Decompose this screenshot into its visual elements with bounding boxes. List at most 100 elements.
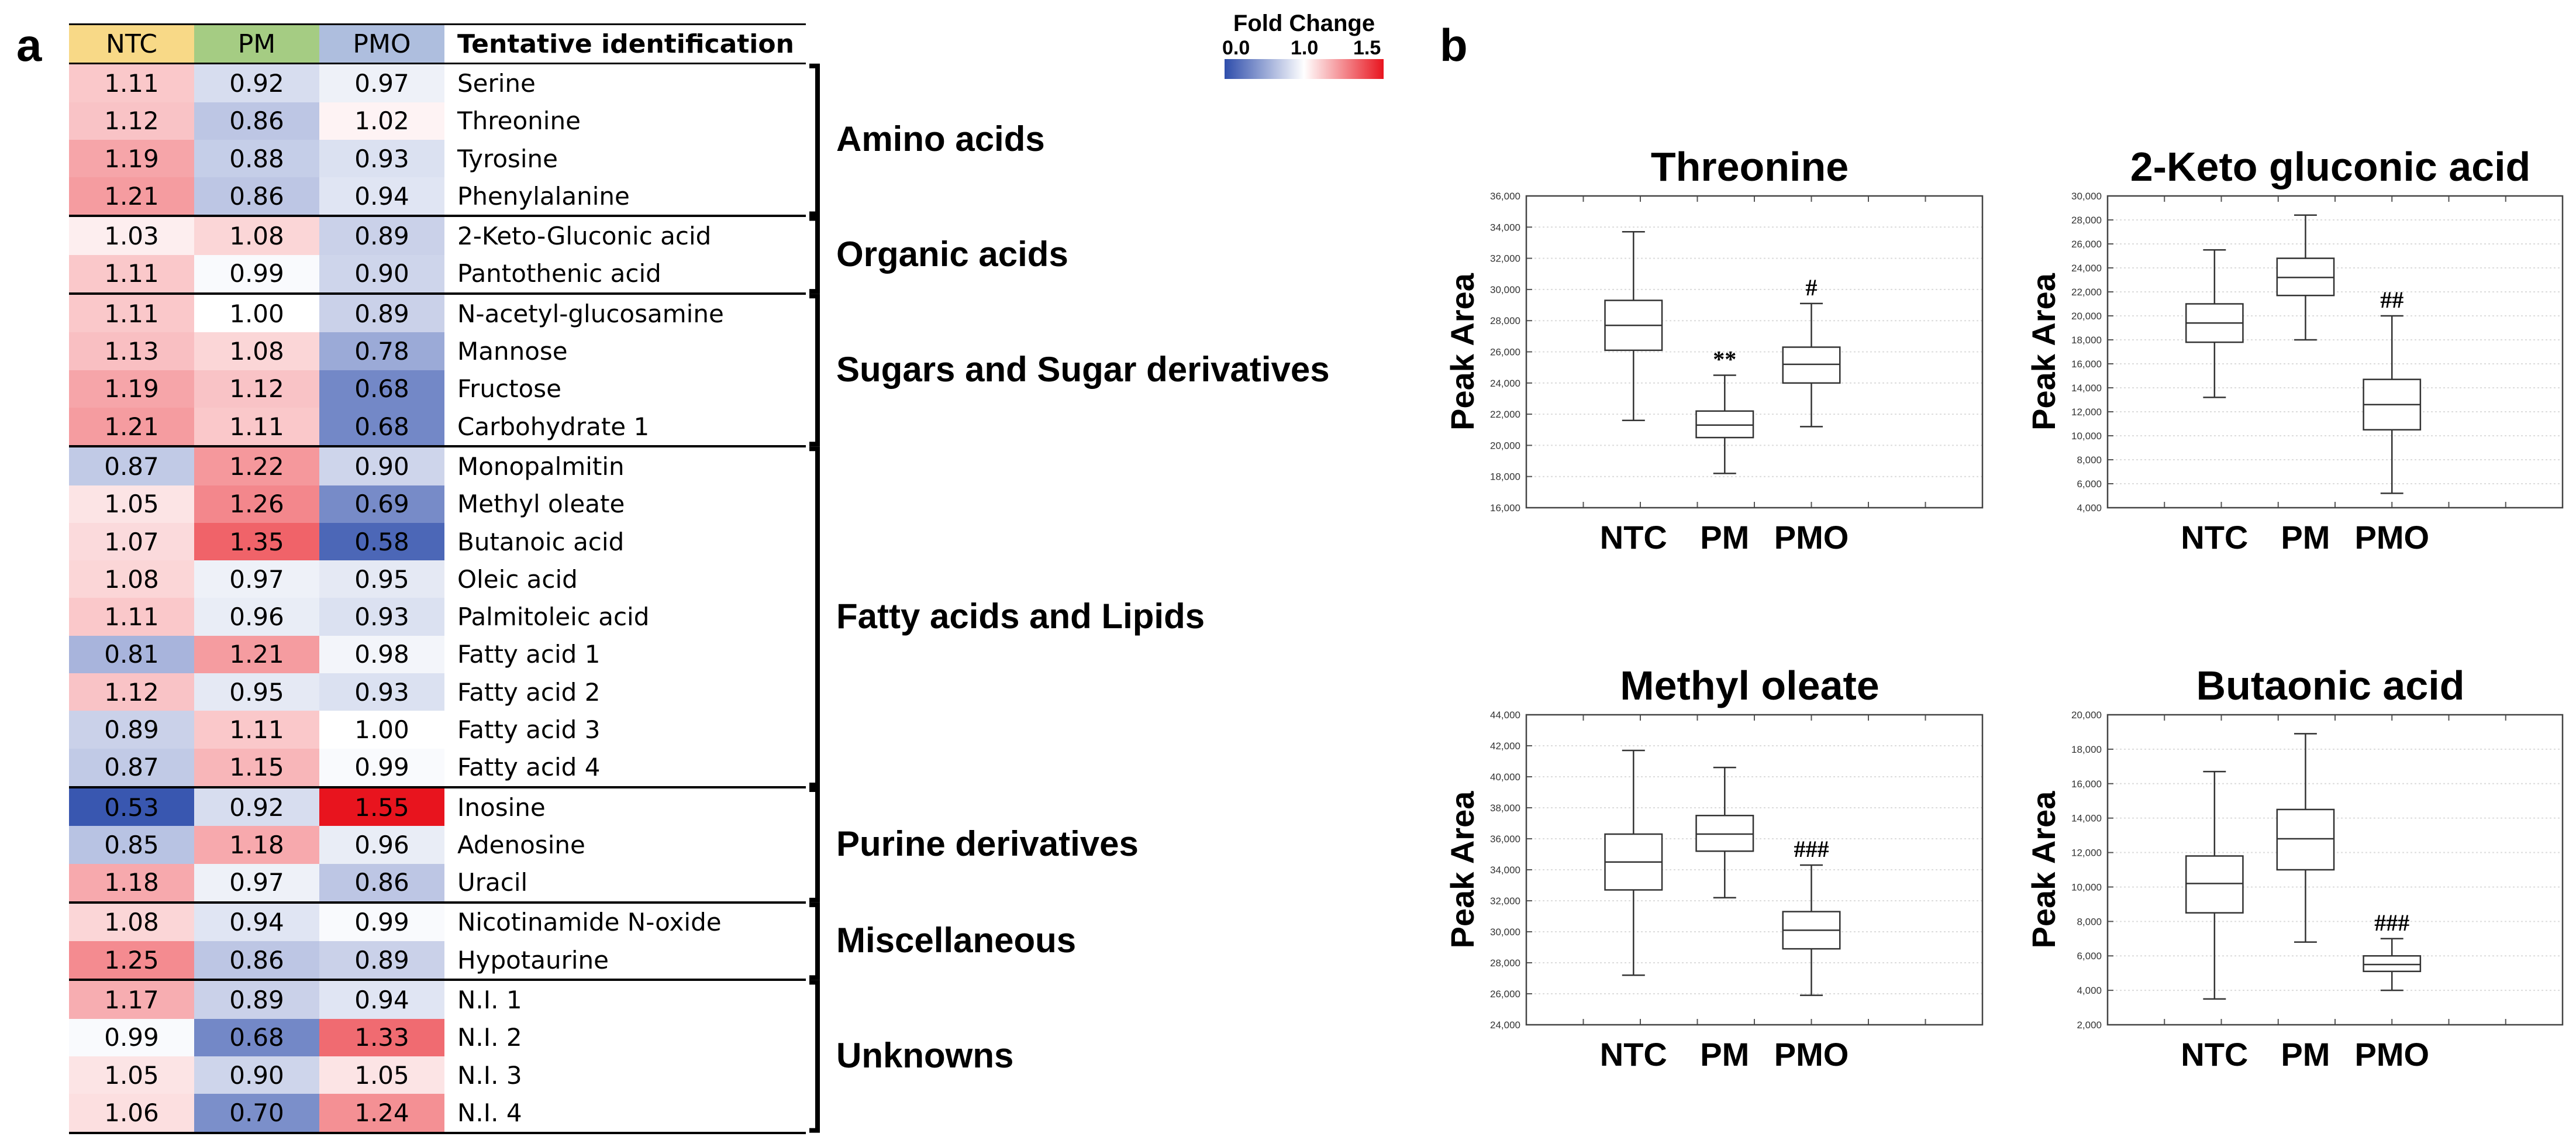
colorbar-tick-low: 0.0 [1222,37,1250,59]
heatmap-cell-pmo: 0.90 [319,254,444,295]
heatmap-cell-pmo: 0.94 [319,980,444,1019]
metabolite-name: Phenylalanine [444,177,806,218]
y-tick-label: 18,000 [1490,471,1520,483]
heatmap-row: 1.11 0.96 0.93 Palmitoleic acid [69,598,806,636]
box-iqr [2185,855,2244,914]
plot-frame [2106,195,2564,509]
heatmap-cell-pm: 0.97 [194,863,319,904]
heatmap-row: 1.11 1.00 0.89 N-acetyl-glucosamine [69,294,806,333]
heatmap-row: 1.06 0.70 1.24 N.I. 4 [69,1094,806,1134]
heatmap-cell-pmo: 0.96 [319,826,444,864]
panel-label-b: b [1440,19,1468,71]
heatmap-cell-pmo: 0.95 [319,560,444,598]
metabolite-name: Serine [457,68,536,98]
heatmap-cell-pmo: 0.89 [319,216,444,255]
heatmap-cell-pm: 1.08 [194,216,319,255]
heatmap-cell-pm: 0.90 [194,1056,319,1094]
y-tick-label: 16,000 [1490,502,1520,514]
heatmap-cell-pmo: 0.68 [319,407,444,448]
heatmap-cell-ntc: 0.53 [69,787,194,826]
heatmap-cell-pm: 1.26 [194,485,319,523]
heatmap-row: 1.21 1.11 0.68 Carbohydrate 1 [69,407,806,448]
heatmap-cell-pm: 0.95 [194,673,319,711]
heatmap-body: 1.11 0.92 0.97 Serine 1.12 0.86 1.02 Threonine 1… [69,63,806,1134]
group-bracket [809,446,820,787]
heatmap-cell-pm: 1.22 [194,446,319,485]
box-iqr [1782,346,1841,384]
heatmap-cell-pm: 0.68 [194,1018,319,1057]
colorbar-gradient [1225,59,1384,79]
heatmap-cell-pmo: 0.97 [319,63,444,102]
x-category-label: PMO [2354,519,2429,556]
heatmap-cell-pm: 1.21 [194,635,319,674]
heatmap-cell-ntc: 0.85 [69,826,194,864]
heatmap-cell-pm: 1.11 [194,407,319,448]
metabolite-name: Threonine [457,106,581,136]
group-brackets [809,63,820,1133]
y-tick-label: 32,000 [1490,253,1520,264]
heatmap-row: 1.18 0.97 0.86 Uracil [69,863,806,904]
heatmap-row: 1.19 0.88 0.93 Tyrosine [69,139,806,178]
heatmap-cell-ntc: 0.89 [69,711,194,749]
y-tick-label: 12,000 [2071,407,2102,418]
y-tick-label: 44,000 [1490,710,1520,721]
heatmap-cell-ntc: 1.11 [69,63,194,102]
y-tick-label: 26,000 [2071,239,2102,250]
metabolite-name: Monopalmitin [457,452,625,481]
heatmap-cell-pm: 0.96 [194,598,319,636]
y-tick-label: 6,000 [2077,950,2102,962]
metabolite-name: N-acetyl-glucosamine [457,299,724,328]
heatmap-cell-pm: 0.89 [194,980,319,1019]
metabolite-name: N.I. 3 [457,1060,522,1090]
heatmap-cell-pmo: 1.02 [319,102,444,140]
y-tick-label: 28,000 [1490,315,1520,326]
y-tick-label: 24,000 [2071,263,2102,274]
y-tick-label: 24,000 [1490,378,1520,389]
heatmap-cell-pmo: 0.69 [319,485,444,523]
y-tick-label: 2,000 [2077,1020,2102,1031]
heatmap-cell-ntc: 1.21 [69,407,194,448]
y-axis-label: Peak Area [2025,791,2062,949]
metabolite-name: Mannose [457,337,568,366]
y-tick-label: 26,000 [1490,347,1520,358]
heatmap-cell-pmo: 0.90 [319,446,444,485]
heatmap-cell-pm: 0.88 [194,139,319,178]
y-tick-label: 10,000 [2071,881,2102,893]
heatmap-cell-pm: 1.18 [194,826,319,864]
heatmap-cell-ntc: 0.87 [69,446,194,485]
heatmap-cell-pmo: 1.05 [319,1056,444,1094]
metabolite-name: Fatty acid 3 [457,715,601,744]
colorbar-ticks: 0.0 1.0 1.5 [1222,37,1386,59]
heatmap-cell-pmo: 0.98 [319,635,444,674]
heatmap-row: 1.05 0.90 1.05 N.I. 3 [69,1056,806,1094]
y-tick-label: 14,000 [2071,383,2102,394]
heatmap-cell-ntc: 1.06 [69,1094,194,1134]
y-tick-label: 28,000 [2071,215,2102,226]
metabolite-name: Inosine [457,793,546,822]
x-category-label: PMO [1774,519,1849,556]
group-label: Purine derivatives [836,824,1139,864]
group-bracket [809,902,820,980]
plot-title: Threonine [1651,144,1849,190]
metabolite-name: Butanoic acid [457,527,625,556]
metabolite-name: 2-Keto-Gluconic acid [457,222,712,251]
heatmap-cell-ntc: 1.05 [69,485,194,523]
y-tick-label: 20,000 [2071,710,2102,721]
heatmap-cell-pm: 0.99 [194,254,319,295]
heatmap-row: 0.81 1.21 0.98 Fatty acid 1 [69,635,806,674]
plot-frame [1525,195,1984,509]
group-label: Amino acids [836,119,1045,159]
y-tick-label: 20,000 [1490,440,1520,451]
heatmap-cell-ntc: 1.11 [69,598,194,636]
box-iqr [2276,808,2335,871]
x-category-label: NTC [1600,1036,1667,1073]
heatmap-cell-pm: 1.15 [194,748,319,788]
metabolite-name: Fatty acid 4 [444,748,806,788]
heatmap-cell-pm: 1.35 [194,522,319,561]
heatmap-cell-ntc: 1.07 [69,522,194,561]
group-label: Miscellaneous [836,921,1077,960]
significance-mark: ** [1713,346,1736,372]
y-tick-label: 18,000 [2071,335,2102,346]
header-identification: Tentative identification [444,23,806,65]
heatmap-cell-pm: 1.11 [194,711,319,749]
